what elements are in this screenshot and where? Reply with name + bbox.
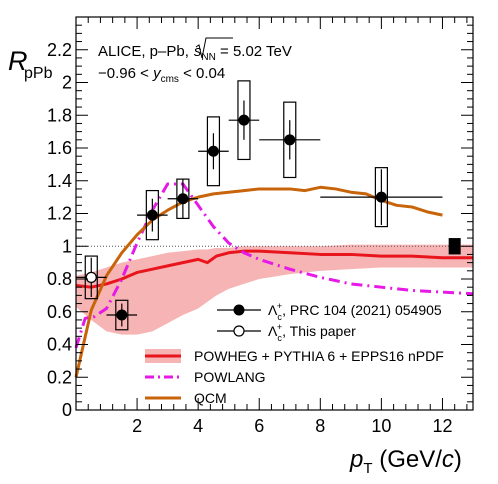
y-tick-label: 1.6 <box>47 138 72 158</box>
annotation-rapidity: −0.96 < ycms < 0.04 <box>98 65 225 85</box>
y-tick-label: 0 <box>62 400 72 420</box>
model-curve-powlang <box>74 182 474 349</box>
x-tick-label: 2 <box>132 416 142 436</box>
data-point-published-6 <box>320 167 443 228</box>
marker-filled <box>238 114 250 126</box>
annotation-experiment: ALICE, p–Pb, sNN = 5.02 TeV <box>98 43 292 63</box>
x-tick-label: 8 <box>315 416 325 436</box>
svg-text:QCM: QCM <box>194 390 227 406</box>
data-points-layer <box>76 80 461 331</box>
y-tick-label: 0.4 <box>47 335 72 355</box>
marker-filled <box>116 309 128 321</box>
y-tick-label: 2 <box>62 73 72 93</box>
model-band-layer <box>76 244 473 335</box>
legend-entry-powlang: POWLANG <box>145 369 266 385</box>
legend-entry-filled: Λc+, PRC 104 (2021) 054905 <box>217 301 442 322</box>
svg-text:Λc+, PRC 104 (2021) 054905: Λc+, PRC 104 (2021) 054905 <box>268 301 442 322</box>
x-tick-label: 10 <box>371 416 391 436</box>
svg-text:POWHEG + PYTHIA 6 + EPPS16 nPD: POWHEG + PYTHIA 6 + EPPS16 nPDF <box>194 348 444 364</box>
y-tick-label: 0.2 <box>47 367 72 387</box>
legend: Λc+, PRC 104 (2021) 054905 Λc+, This pap… <box>145 301 444 406</box>
data-point-published-5 <box>259 101 321 179</box>
model-curve-powheg <box>75 249 473 289</box>
y-tick-label: 1.4 <box>47 171 72 191</box>
y-tick-label: 2.2 <box>47 40 72 60</box>
global-uncertainty-box <box>448 238 461 255</box>
data-point-published-3 <box>198 116 229 187</box>
svg-text:POWLANG: POWLANG <box>194 369 266 385</box>
data-point-published-4 <box>228 80 260 161</box>
y-tick-label: 0.6 <box>47 302 72 322</box>
marker-filled <box>146 209 158 221</box>
data-point-published-0 <box>106 299 138 331</box>
y-axis-title-sub: pPb <box>24 65 53 82</box>
x-tick-label: 6 <box>254 416 264 436</box>
y-tick-label: 1.8 <box>47 105 72 125</box>
data-point-published-2 <box>167 178 199 220</box>
x-tick-label: 4 <box>193 416 203 436</box>
x-tick-label: 12 <box>432 416 452 436</box>
x-axis-title: pT (GeV/c) <box>349 446 462 477</box>
powheg-uncertainty-band <box>76 244 473 335</box>
y-tick-label: 1.2 <box>47 204 72 224</box>
axis-ticks: 2 4 6 8 10 12 0 0.2 0.4 0.6 0.8 1 1.2 1.4 1.6 1.8 2 2.2 <box>47 16 473 436</box>
marker-filled <box>207 145 219 157</box>
marker-filled <box>284 134 296 146</box>
annotation-sqrt-sign <box>195 37 233 59</box>
data-point-this-paper-0 <box>76 255 107 300</box>
legend-entry-open: Λc+, This paper <box>217 322 356 343</box>
legend-entry-qcm: QCM <box>145 390 227 406</box>
marker-filled <box>375 191 387 203</box>
marker-open <box>85 271 97 283</box>
y-axis-title: R <box>8 46 28 76</box>
legend-entry-powheg: POWHEG + PYTHIA 6 + EPPS16 nPDF <box>145 348 444 364</box>
marker-filled <box>177 193 189 205</box>
svg-text:Λc+, This paper: Λc+, This paper <box>268 322 356 343</box>
data-point-published-1 <box>137 189 168 241</box>
y-tick-label: 1 <box>62 236 72 256</box>
y-tick-label: 0.8 <box>47 269 72 289</box>
